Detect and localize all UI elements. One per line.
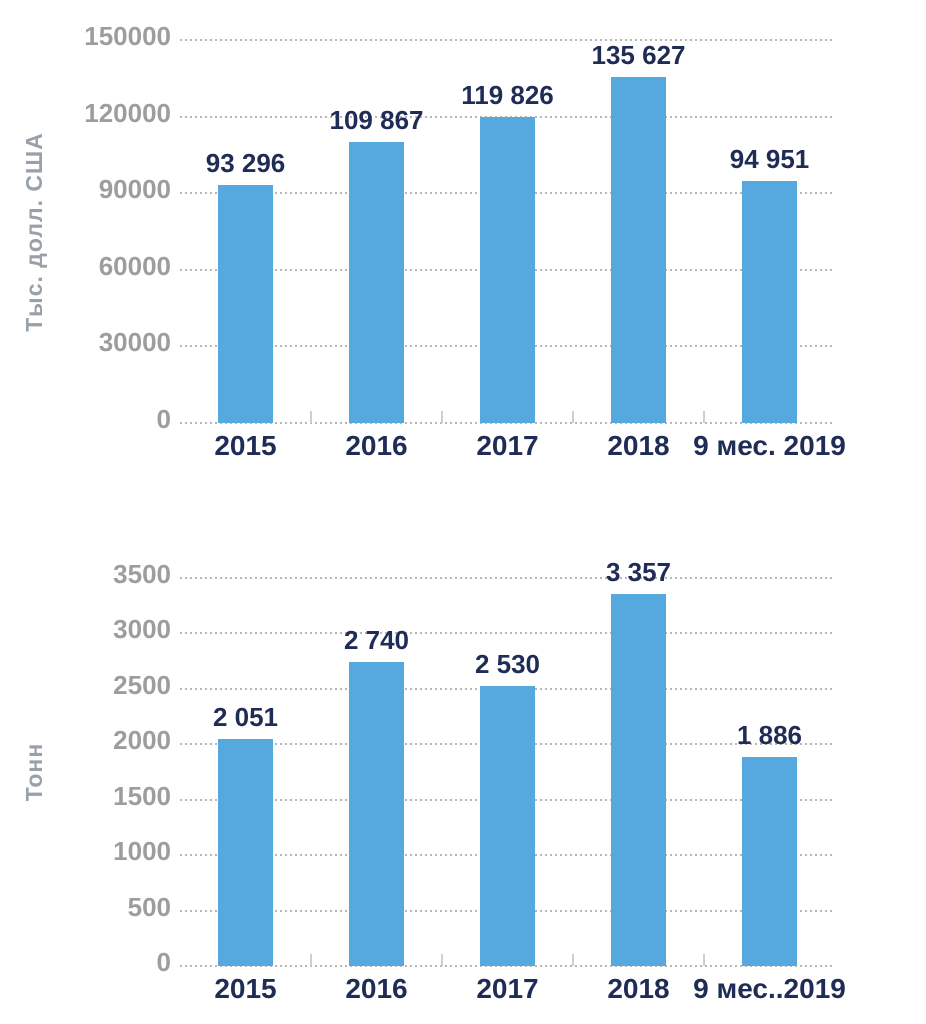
bar <box>742 180 797 423</box>
y-tick-label: 500 <box>127 891 171 922</box>
bar-value-label: 94 951 <box>729 143 810 174</box>
y-tick-label: 3000 <box>113 614 171 645</box>
y-tick-label: 2000 <box>113 725 171 756</box>
y-tick-label: 1500 <box>113 780 171 811</box>
x-minor-tick <box>310 954 312 966</box>
x-axis-tons: 2015 2016 2017 2018 9 мес..2019 <box>180 973 846 1009</box>
x-minor-tick <box>703 954 705 966</box>
x-minor-tick <box>441 411 443 423</box>
gridline <box>180 422 835 424</box>
x-axis-usd: 2015 2016 2017 2018 9 мес. 2019 <box>180 430 846 466</box>
gridline <box>180 577 835 579</box>
plot-area-tons: 0 500 1000 1500 2000 2500 3000 3500 2 051 2 740 2 … <box>113 557 835 976</box>
x-tick-label: 9 мес..2019 <box>693 973 846 1004</box>
x-minor-tick <box>572 411 574 423</box>
gridline <box>180 965 835 967</box>
bar <box>218 184 273 423</box>
x-tick-label: 2018 <box>607 430 670 461</box>
y-tick-label: 2500 <box>113 669 171 700</box>
y-tick-label: 0 <box>156 404 171 434</box>
x-tick-label: 2016 <box>345 430 408 461</box>
bar <box>611 76 666 423</box>
y-tick-label: 90000 <box>98 174 171 205</box>
y-tick-label: 0 <box>156 947 171 977</box>
x-minor-tick <box>572 954 574 966</box>
x-tick-label: 2016 <box>345 973 408 1004</box>
gridline <box>180 115 835 118</box>
bar-value-label: 2 740 <box>343 625 410 656</box>
y-tick-label: 30000 <box>98 327 171 358</box>
bar-value-label: 119 826 <box>461 80 554 111</box>
y-tick-label: 3500 <box>113 559 171 589</box>
bar-value-label: 93 296 <box>205 147 286 178</box>
bar-value-label: 109 867 <box>329 105 424 136</box>
bar-value-label: 2 530 <box>474 648 541 679</box>
y-tick-label: 150000 <box>84 21 171 51</box>
bar <box>480 117 535 423</box>
bar <box>611 593 666 966</box>
x-tick-label: 9 мес. 2019 <box>693 430 846 461</box>
y-tick-label: 60000 <box>98 250 171 281</box>
gridline <box>180 39 835 41</box>
bar <box>349 662 404 966</box>
x-tick-label: 2018 <box>607 973 670 1004</box>
y-tick-label: 120000 <box>84 97 171 128</box>
bar <box>742 756 797 966</box>
bar <box>218 738 273 966</box>
bar <box>480 685 535 966</box>
x-minor-tick <box>703 411 705 423</box>
x-minor-tick <box>310 411 312 423</box>
gridline <box>180 632 835 635</box>
y-tick-label: 1000 <box>113 836 171 867</box>
bar-value-label: 135 627 <box>591 39 686 70</box>
x-tick-label: 2015 <box>214 430 277 461</box>
x-minor-tick <box>441 954 443 966</box>
x-tick-label: 2015 <box>214 973 277 1004</box>
bar-value-label: 2 051 <box>212 701 279 732</box>
bar <box>349 142 404 423</box>
plot-area-usd: 0 30000 60000 90000 120000 150000 93 296 109 86… <box>84 22 835 433</box>
x-tick-label: 2017 <box>476 973 539 1004</box>
x-tick-label: 2017 <box>476 430 539 461</box>
bar-value-label: 3 357 <box>605 556 672 587</box>
bar-value-label: 1 886 <box>736 719 803 750</box>
